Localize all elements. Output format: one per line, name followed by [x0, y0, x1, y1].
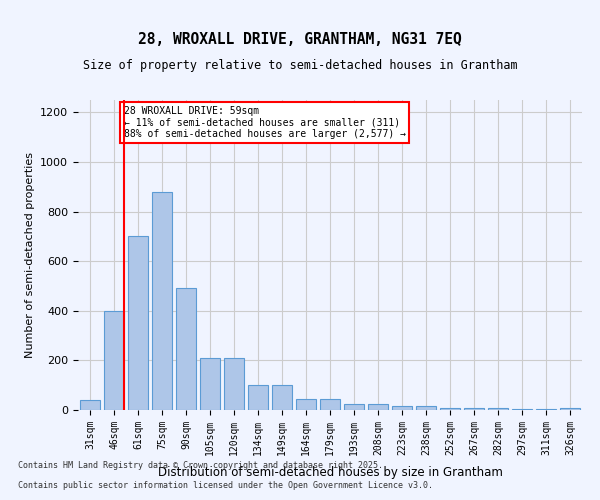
Bar — [104, 311, 124, 410]
Bar — [464, 408, 484, 410]
Bar — [296, 399, 316, 410]
Bar — [128, 236, 148, 410]
Bar — [416, 406, 436, 410]
Text: 28, WROXALL DRIVE, GRANTHAM, NG31 7EQ: 28, WROXALL DRIVE, GRANTHAM, NG31 7EQ — [138, 32, 462, 48]
Bar — [224, 358, 244, 410]
Text: Contains public sector information licensed under the Open Government Licence v3: Contains public sector information licen… — [18, 480, 433, 490]
Bar — [440, 408, 460, 410]
Bar — [152, 192, 172, 410]
Bar — [320, 399, 340, 410]
Bar — [176, 288, 196, 410]
Bar — [560, 408, 580, 410]
Bar — [488, 408, 508, 410]
Bar — [536, 409, 556, 410]
Bar — [248, 385, 268, 410]
Text: Size of property relative to semi-detached houses in Grantham: Size of property relative to semi-detach… — [83, 58, 517, 71]
X-axis label: Distribution of semi-detached houses by size in Grantham: Distribution of semi-detached houses by … — [158, 466, 502, 479]
Bar — [200, 358, 220, 410]
Bar — [368, 404, 388, 410]
Bar — [272, 385, 292, 410]
Text: Contains HM Land Registry data © Crown copyright and database right 2025.: Contains HM Land Registry data © Crown c… — [18, 460, 383, 469]
Bar — [512, 409, 532, 410]
Y-axis label: Number of semi-detached properties: Number of semi-detached properties — [25, 152, 35, 358]
Bar — [344, 404, 364, 410]
Bar — [392, 406, 412, 410]
Text: 28 WROXALL DRIVE: 59sqm
← 11% of semi-detached houses are smaller (311)
88% of s: 28 WROXALL DRIVE: 59sqm ← 11% of semi-de… — [124, 106, 406, 139]
Bar — [80, 400, 100, 410]
